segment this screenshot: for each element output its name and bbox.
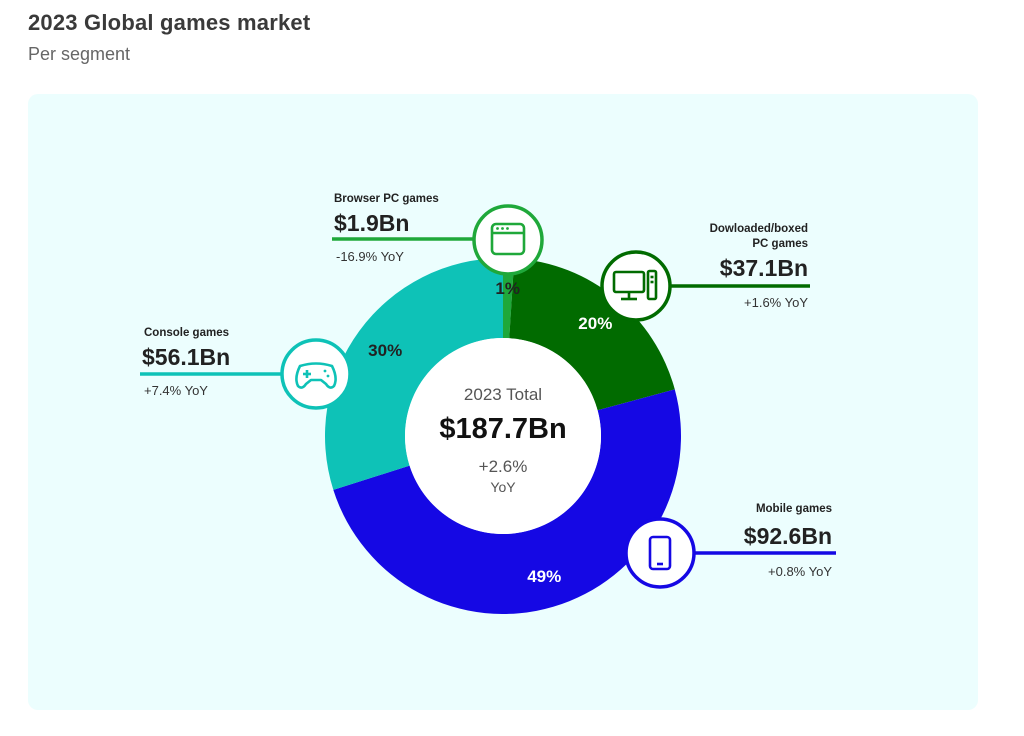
donut-slice-browser [503, 258, 515, 339]
segment-title-mobile: Mobile games [756, 503, 832, 515]
segment-yoy-console: +7.4% YoY [144, 383, 208, 398]
center-total-yoy: +2.6% [479, 457, 528, 476]
browser-window-icon [490, 222, 526, 256]
badge-console [280, 338, 352, 410]
slices-layer [325, 258, 682, 615]
badge-downloaded [600, 250, 672, 322]
segment-label-mobile: Mobile games $92.6Bn +0.8% YoY [744, 503, 833, 579]
badge-browser [472, 204, 544, 276]
segment-title-console: Console games [144, 327, 229, 339]
segment-value-console: $56.1Bn [142, 344, 230, 370]
page-subtitle: Per segment [28, 44, 131, 64]
segment-title-downloaded-line2: PC games [752, 238, 808, 250]
percent-labels-layer: 1% 20% 49% 30% [368, 279, 612, 586]
segment-yoy-mobile: +0.8% YoY [768, 564, 832, 579]
segment-label-console: Console games $56.1Bn +7.4% YoY [142, 327, 230, 398]
donut-slice-mobile [333, 389, 682, 615]
center-total-yoy-unit: YoY [490, 479, 516, 495]
donut-slice-console [325, 258, 503, 490]
segment-value-mobile: $92.6Bn [744, 523, 832, 549]
segment-label-downloaded: Dowloaded/boxed PC games $37.1Bn +1.6% Y… [710, 223, 809, 310]
smartphone-icon [648, 535, 672, 571]
donut-center-hole [405, 338, 601, 534]
segment-title-downloaded-line1: Dowloaded/boxed [710, 223, 808, 235]
connector-lines-layer [140, 237, 836, 555]
segment-title-browser: Browser PC games [334, 193, 439, 205]
slice-percent-label-mobile: 49% [527, 567, 561, 586]
segment-value-browser: $1.9Bn [334, 210, 409, 236]
gamepad-icon [295, 362, 337, 389]
desktop-pc-icon [612, 269, 658, 301]
chart-panel: 1% 20% 49% 30% 2023 Total $187.7Bn +2.6% Yo… [28, 94, 978, 710]
donut-slice-downloaded [509, 258, 675, 411]
page-title: 2023 Global games market [28, 10, 311, 35]
center-total-title: 2023 Total [464, 385, 542, 404]
center-total-value: $187.7Bn [439, 413, 566, 445]
donut-chart: 1% 20% 49% 30% 2023 Total $187.7Bn +2.6% Yo… [140, 193, 836, 615]
slice-percent-label-browser: 1% [495, 279, 520, 298]
slice-percent-label-console: 30% [368, 341, 402, 360]
segment-label-browser: Browser PC games $1.9Bn -16.9% YoY [334, 193, 439, 264]
segment-value-downloaded: $37.1Bn [720, 255, 808, 281]
slice-percent-label-downloaded: 20% [578, 314, 612, 333]
segment-yoy-downloaded: +1.6% YoY [744, 295, 808, 310]
badge-mobile [624, 517, 696, 589]
segment-yoy-browser: -16.9% YoY [336, 249, 404, 264]
